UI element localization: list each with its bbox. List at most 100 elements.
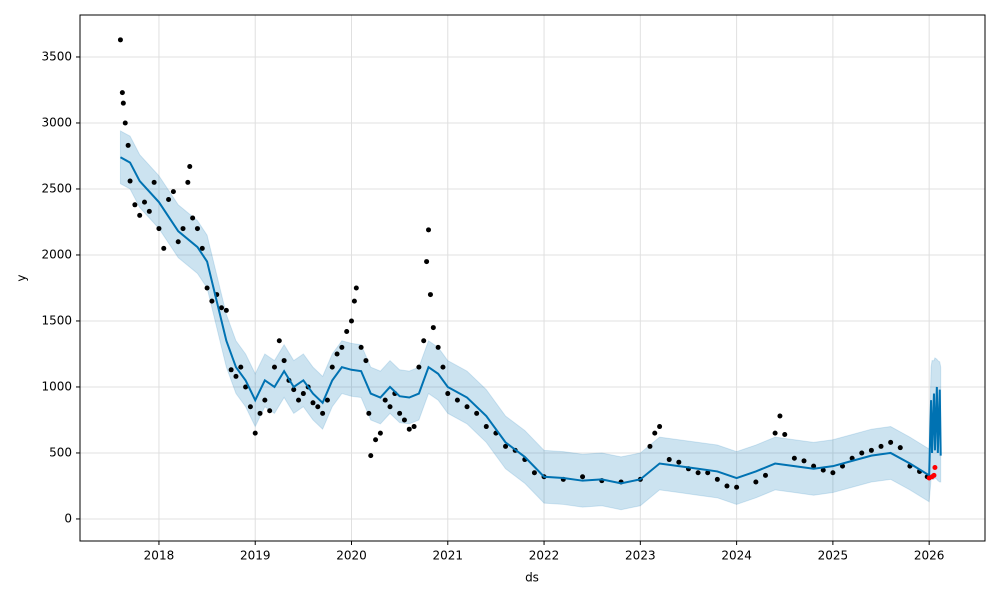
observed-point (714, 476, 720, 482)
observed-point (878, 443, 884, 449)
observed-point (676, 459, 682, 465)
observed-point (329, 364, 335, 370)
observed-point (219, 305, 225, 311)
observed-point (187, 164, 193, 170)
x-tick-label: 2024 (721, 549, 752, 563)
uncertainty-band (119, 130, 942, 511)
observed-point (580, 474, 586, 480)
observed-point (424, 259, 430, 265)
observed-point (349, 318, 354, 324)
observed-point (175, 239, 181, 245)
observed-point (859, 450, 865, 456)
observed-point (127, 178, 133, 184)
observed-point (695, 470, 701, 476)
forecast-line (119, 156, 942, 485)
observed-point (146, 208, 152, 214)
observed-point (474, 410, 480, 416)
observed-point (368, 453, 374, 459)
observed-point (324, 397, 330, 403)
observed-point (363, 358, 369, 364)
observed-point (300, 391, 306, 397)
observed-point (228, 367, 234, 373)
x-tick-label: 2018 (144, 549, 175, 563)
observed-point (411, 424, 417, 430)
observed-point (454, 397, 460, 403)
observed-point (830, 470, 836, 476)
x-axis-label: ds (525, 571, 539, 585)
observed-point (426, 227, 432, 233)
observed-point (358, 344, 364, 350)
observed-point (377, 430, 383, 436)
observed-point (705, 470, 711, 476)
observed-point (296, 397, 302, 403)
observed-point (397, 410, 403, 416)
observed-point (142, 199, 148, 205)
y-tick-label: 500 (49, 445, 72, 459)
observed-point (320, 410, 326, 416)
y-tick-label: 2000 (41, 247, 72, 261)
observed-point (849, 455, 855, 461)
observed-point (180, 226, 186, 232)
observed-point (161, 245, 167, 251)
observed-point (416, 364, 422, 370)
plot-frame (79, 14, 986, 542)
observed-point (782, 431, 788, 437)
y-tick-label: 2500 (41, 181, 72, 195)
x-tick-label: 2019 (240, 549, 271, 563)
observed-point (151, 179, 157, 185)
observed-point (353, 285, 359, 291)
observed-point (734, 484, 740, 490)
observed-point (122, 120, 128, 126)
observed-point (366, 410, 372, 416)
observed-point (166, 197, 172, 203)
observed-point (120, 100, 126, 106)
observed-point (777, 413, 783, 419)
observed-point (334, 351, 340, 357)
observed-point (125, 142, 131, 148)
observed-point (339, 344, 345, 350)
observed-point (271, 364, 277, 370)
observed-point (791, 455, 797, 461)
observed-point (840, 463, 846, 469)
observed-point (194, 226, 200, 232)
observed-point (435, 344, 441, 350)
observed-point (117, 37, 123, 43)
observed-point (185, 179, 191, 185)
observed-point (209, 298, 215, 304)
observed-point (421, 338, 427, 344)
observed-point (238, 364, 244, 370)
y-axis-label: y (15, 274, 29, 281)
observed-point (897, 445, 903, 451)
observed-point (252, 430, 258, 436)
observed-point (170, 189, 176, 195)
observed-point (119, 90, 125, 96)
y-tick-label: 0 (64, 511, 72, 525)
observed-point (430, 325, 436, 331)
observed-point (247, 404, 253, 410)
observed-point (267, 408, 273, 414)
y-tick-label: 1500 (41, 313, 72, 327)
observed-point (132, 202, 138, 208)
y-tick-label: 3500 (41, 49, 72, 63)
observed-point (666, 457, 672, 463)
x-tick-label: 2022 (529, 549, 560, 563)
observed-point (281, 358, 287, 364)
observed-point (351, 298, 357, 304)
y-tick-label: 1000 (41, 379, 72, 393)
observed-point (204, 285, 210, 291)
future-point (931, 472, 937, 478)
observed-point (820, 467, 826, 473)
observed-point (483, 424, 489, 430)
observed-point (373, 437, 379, 443)
observed-point (464, 404, 470, 410)
observed-point (276, 338, 282, 344)
observed-point (190, 215, 196, 221)
observed-point (382, 397, 388, 403)
observed-point (762, 472, 768, 478)
observed-point (652, 430, 658, 436)
y-tick-label: 3000 (41, 115, 72, 129)
observed-point (868, 447, 874, 453)
x-tick-label: 2023 (625, 549, 656, 563)
observed-point (647, 443, 653, 449)
